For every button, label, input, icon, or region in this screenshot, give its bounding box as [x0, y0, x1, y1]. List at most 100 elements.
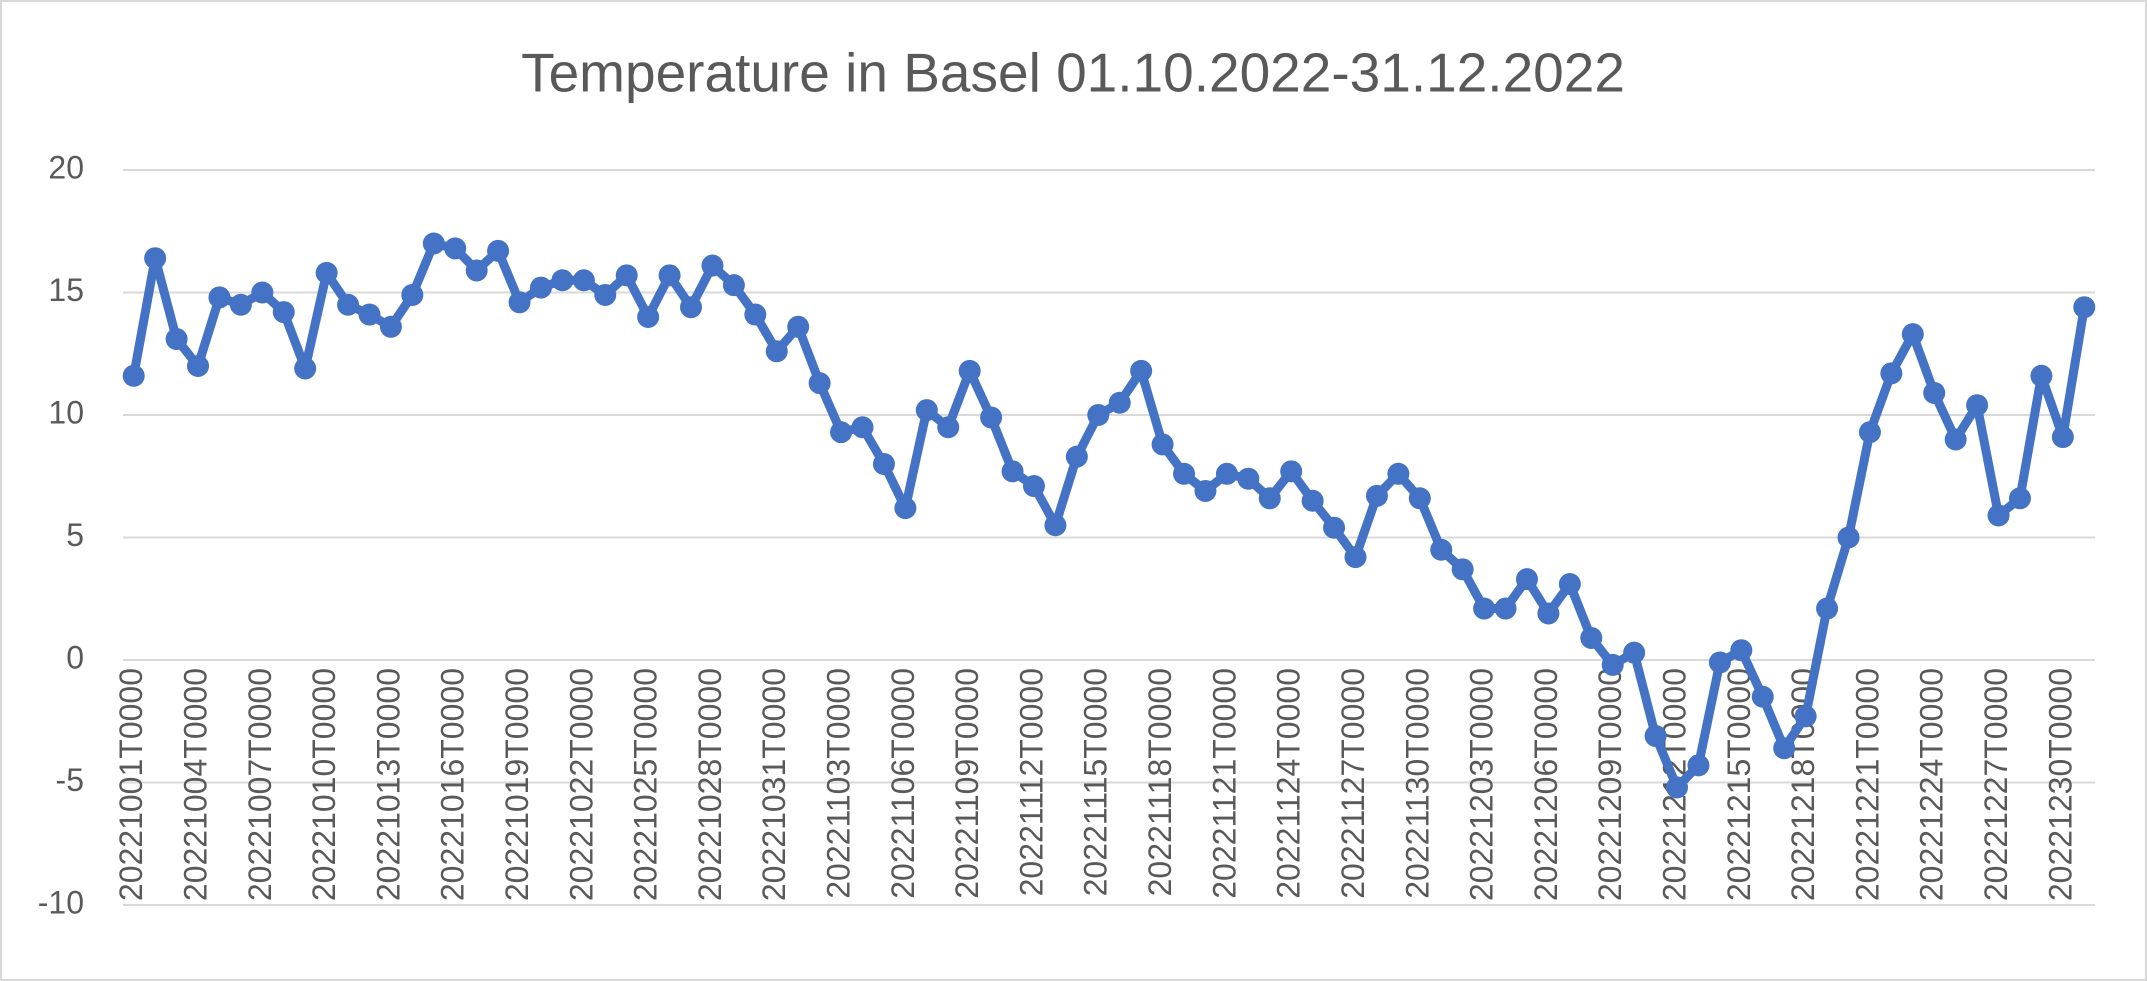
data-point — [1623, 641, 1646, 664]
data-point — [1666, 776, 1689, 799]
data-point — [144, 247, 167, 270]
data-point — [1258, 487, 1281, 510]
data-point — [1151, 433, 1174, 456]
x-tick-label: 20221109T0000 — [949, 668, 985, 899]
x-tick-label: 20221206T0000 — [1528, 668, 1564, 901]
data-point — [894, 497, 917, 520]
data-point — [1087, 404, 1110, 426]
data-point — [465, 259, 488, 282]
data-point — [1644, 724, 1667, 747]
data-point — [680, 296, 703, 319]
x-tick-label: 20221127T0000 — [1335, 668, 1371, 899]
x-tick-label: 20221016T0000 — [435, 668, 471, 901]
x-tick-label: 20221121T0000 — [1206, 668, 1242, 899]
data-point — [1430, 538, 1453, 561]
data-point — [229, 293, 252, 316]
data-point — [1601, 653, 1624, 676]
y-tick-label: 10 — [48, 394, 84, 430]
data-point — [1044, 514, 1067, 537]
data-point — [701, 254, 724, 277]
data-point — [294, 357, 317, 380]
data-point — [1215, 462, 1238, 485]
data-point — [1944, 428, 1967, 451]
x-tick-label: 20221112T0000 — [1013, 668, 1049, 896]
data-point — [1301, 489, 1324, 512]
data-point — [1580, 626, 1603, 649]
x-tick-label: 20221007T0000 — [242, 668, 278, 901]
data-point — [272, 301, 295, 324]
data-point — [1451, 558, 1474, 581]
data-point — [1558, 573, 1581, 596]
data-point — [958, 359, 981, 382]
data-point — [1065, 445, 1088, 468]
data-point — [572, 269, 595, 292]
data-point — [1730, 639, 1753, 662]
data-point — [1987, 504, 2010, 527]
data-point — [1473, 597, 1496, 620]
x-tick-label: 20221031T0000 — [756, 668, 792, 901]
data-point — [358, 303, 381, 326]
data-point — [551, 269, 574, 292]
data-point — [594, 283, 617, 306]
data-point — [744, 303, 767, 326]
data-point — [1966, 394, 1989, 417]
data-point — [1837, 526, 1860, 549]
y-tick-label: -10 — [38, 884, 84, 920]
data-point — [1858, 421, 1881, 444]
data-point — [1794, 705, 1817, 728]
data-point — [1022, 475, 1045, 498]
data-point — [1130, 359, 1153, 382]
x-tick-label: 20221028T0000 — [692, 668, 728, 901]
data-point — [315, 261, 338, 284]
data-point — [1751, 685, 1774, 708]
x-tick-label: 20221230T0000 — [2042, 668, 2078, 901]
x-tick-label: 20221215T0000 — [1721, 668, 1757, 901]
y-tick-label: -5 — [56, 762, 84, 798]
data-point — [722, 274, 745, 297]
x-tick-label: 20221103T0000 — [821, 668, 857, 899]
data-point — [2008, 487, 2031, 510]
x-tick-label: 20221221T0000 — [1849, 668, 1885, 901]
x-tick-label: 20221115T0000 — [1078, 668, 1114, 896]
data-point — [529, 276, 552, 299]
data-point — [1773, 737, 1796, 760]
data-point — [851, 416, 874, 439]
x-tick-label: 20221019T0000 — [499, 668, 535, 901]
data-point — [487, 239, 510, 262]
data-point — [1108, 391, 1131, 414]
data-point — [1816, 597, 1839, 620]
x-tick-label: 20221013T0000 — [370, 668, 406, 901]
data-point — [1323, 516, 1346, 539]
x-tick-label: 20221209T0000 — [1592, 668, 1628, 901]
data-point — [1173, 462, 1196, 485]
x-tick-label: 20221010T0000 — [306, 668, 342, 901]
x-tick-label: 20221118T0000 — [1142, 668, 1178, 896]
data-point — [808, 372, 831, 395]
x-tick-label: 20221022T0000 — [563, 668, 599, 901]
y-tick-label: 15 — [48, 272, 84, 308]
data-point — [1365, 484, 1388, 507]
data-point — [765, 340, 788, 363]
data-point — [251, 281, 274, 304]
x-tick-label: 20221106T0000 — [885, 668, 921, 899]
data-point — [637, 306, 660, 328]
x-tick-label: 20221124T0000 — [1271, 668, 1307, 899]
data-point — [337, 293, 360, 316]
data-point — [1880, 362, 1903, 385]
data-point — [1194, 479, 1217, 502]
data-point — [915, 399, 938, 422]
x-tick-label: 20221004T0000 — [177, 668, 213, 901]
data-point — [422, 232, 445, 255]
data-point — [2051, 426, 2074, 449]
data-point — [615, 264, 638, 287]
x-tick-label: 20221130T0000 — [1399, 668, 1435, 899]
data-point — [1237, 467, 1260, 490]
data-point — [937, 416, 960, 439]
data-point — [1408, 487, 1431, 510]
data-point — [2073, 296, 2096, 319]
data-point — [1923, 381, 1946, 404]
data-point — [1344, 546, 1367, 569]
data-point — [187, 355, 210, 377]
data-point — [208, 286, 231, 309]
